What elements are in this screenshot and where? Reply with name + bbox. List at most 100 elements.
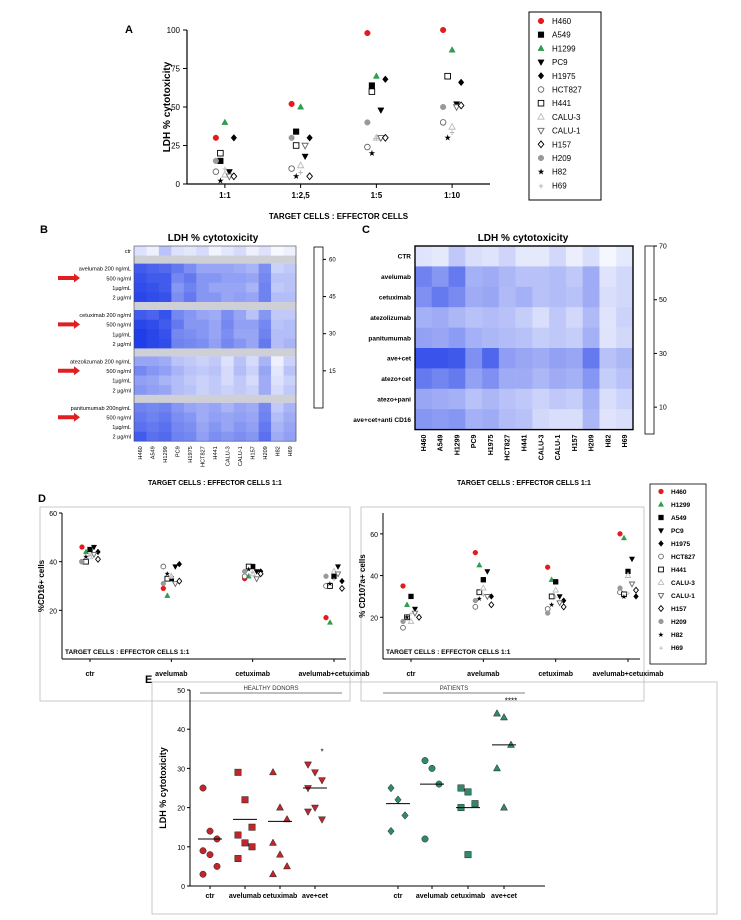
heatmap-cell — [431, 286, 449, 308]
heatmap-cell — [599, 307, 617, 328]
colorbar-tick-label: 70 — [659, 244, 667, 251]
ratio-annotation: TARGET CELLS : EFFECTOR CELLS 1:1 — [386, 649, 511, 656]
data-point — [234, 768, 242, 776]
heatmap-cell — [283, 329, 297, 340]
heatmap-cell — [271, 412, 284, 423]
data-point — [556, 600, 564, 607]
data-point: + — [450, 127, 455, 137]
row-label: 500 ng/ml — [106, 323, 131, 329]
heatmap-cell — [146, 431, 160, 442]
data-point — [500, 803, 508, 811]
data-point: + — [553, 593, 558, 602]
heatmap-cell — [208, 375, 222, 386]
row-label: cetuximab — [379, 295, 411, 302]
heatmap-cell — [196, 366, 210, 376]
heatmap-cell — [246, 310, 259, 320]
heatmap-cell — [431, 348, 449, 369]
data-point — [464, 851, 472, 859]
data-point — [548, 593, 555, 600]
data-point: ★ — [245, 564, 251, 573]
data-point — [306, 134, 313, 142]
heatmap-cell — [565, 246, 583, 267]
y-tick-label: 40 — [177, 727, 185, 734]
heatmap-cell — [271, 338, 284, 349]
heatmap-cell — [582, 286, 600, 308]
data-point — [206, 851, 214, 859]
heatmap-cell — [258, 431, 272, 442]
heatmap-cell — [183, 431, 197, 442]
data-point — [171, 581, 179, 588]
legend-label: H82 — [552, 168, 567, 177]
data-point — [464, 788, 472, 796]
red-arrow — [58, 412, 80, 422]
data-point — [628, 581, 636, 588]
heatmap-cell — [246, 338, 259, 349]
y-axis-label: %CD16+ cells — [37, 559, 46, 612]
data-point — [617, 585, 623, 591]
row-label: CTR — [398, 254, 412, 261]
data-point — [199, 870, 207, 878]
data-point — [493, 709, 501, 717]
heatmap-cell — [134, 282, 147, 293]
data-point — [339, 584, 345, 593]
heatmap-cell — [415, 409, 433, 430]
heatmap-cell — [233, 356, 247, 367]
data-point — [212, 134, 219, 141]
heatmap-cell — [146, 246, 160, 256]
data-point — [472, 597, 478, 604]
panel-a-legend: H460 A549 H1299 PC9 H1975 HCT827 H441 CALU-3 CAL… — [528, 11, 602, 201]
data-point — [334, 571, 342, 578]
heatmap-cell — [616, 348, 634, 369]
y-tick-label: 40 — [49, 560, 57, 567]
data-point: + — [250, 568, 255, 577]
data-point — [484, 569, 491, 575]
data-point — [176, 560, 183, 568]
heatmap-cell — [549, 327, 567, 349]
heatmap-cell — [565, 409, 583, 430]
heatmap-cell — [599, 348, 617, 369]
heatmap-cell — [283, 356, 297, 367]
heatmap-cell — [146, 319, 160, 330]
column-label: H209 — [263, 446, 269, 459]
data-point — [552, 586, 560, 593]
legend-marker — [537, 72, 545, 80]
y-tick-label: 0 — [181, 884, 185, 891]
heatmap-cell — [258, 375, 272, 386]
heatmap-cell — [498, 286, 516, 308]
x-tick-label: ctr — [407, 671, 416, 678]
heatmap-cell — [171, 338, 185, 349]
data-point — [257, 570, 264, 578]
heatmap-cell — [271, 431, 284, 442]
heatmap-cell — [258, 366, 272, 376]
heatmap-cell — [532, 327, 550, 349]
heatmap-cell — [134, 329, 147, 340]
legend-label: H209 — [552, 154, 572, 163]
data-point: ★ — [217, 176, 225, 186]
heatmap-cell — [171, 310, 185, 320]
heatmap-cell — [283, 431, 297, 442]
legend-label: H460 — [552, 17, 572, 26]
heatmap-cell — [258, 273, 272, 284]
heatmap-cell — [549, 307, 567, 328]
heatmap-cell — [233, 431, 247, 442]
legend-label: H1299 — [552, 44, 576, 53]
group-separator — [134, 348, 296, 357]
data-point — [234, 855, 242, 863]
data-point — [248, 823, 256, 831]
heatmap-cell — [271, 385, 284, 396]
heatmap-cell — [134, 385, 147, 396]
column-label: H441 — [213, 446, 219, 459]
data-point: ★ — [476, 594, 482, 603]
heatmap-cell — [208, 385, 222, 396]
data-point — [381, 133, 389, 142]
heatmap-cell — [183, 375, 197, 386]
data-point: + — [298, 167, 303, 177]
heatmap-cell — [196, 329, 210, 340]
column-label: CALU-1 — [238, 446, 244, 466]
data-point — [206, 827, 214, 835]
heatmap-cell — [616, 246, 634, 267]
x-tick-label: ctr — [206, 893, 215, 900]
heatmap-cell — [283, 366, 297, 376]
data-point — [403, 601, 411, 607]
heatmap-cell — [146, 356, 160, 367]
